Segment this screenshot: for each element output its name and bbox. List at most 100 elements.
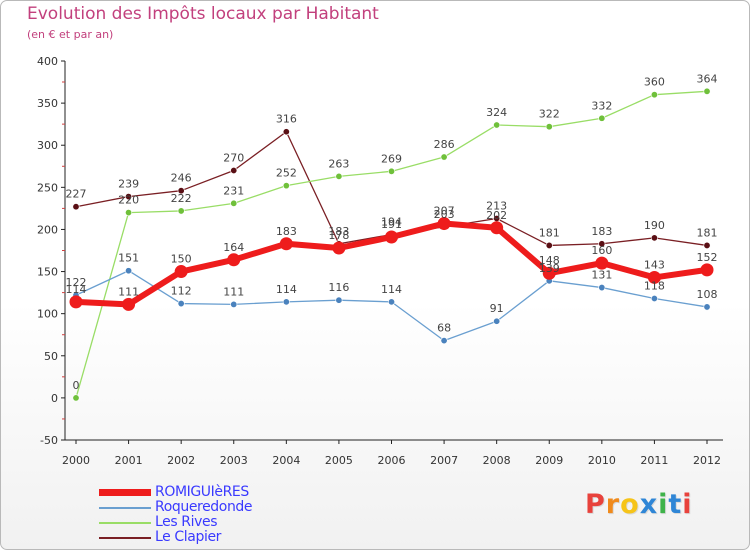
x-tick-label: 2003 (220, 454, 248, 467)
data-label-le-clapier: 190 (644, 219, 665, 232)
data-label-roqueredonde: 114 (276, 283, 297, 296)
data-point-le-clapier (125, 193, 133, 201)
data-point-les-rives (282, 182, 290, 190)
data-label-le-clapier: 316 (276, 113, 297, 126)
data-point-les-rives (703, 87, 711, 95)
data-label-roqueredonde: 68 (437, 322, 451, 335)
data-point-romigui-res (437, 217, 451, 231)
data-label-romigui-res: 148 (539, 254, 560, 267)
legend-item-romiguieres: ROMIGUIèRES (99, 484, 399, 500)
data-label-romigui-res: 114 (66, 283, 87, 296)
data-point-romigui-res (279, 237, 293, 251)
data-point-romigui-res (595, 256, 609, 270)
data-label-romigui-res: 143 (644, 258, 665, 271)
data-label-roqueredonde: 114 (381, 283, 402, 296)
x-tick-label: 2009 (535, 454, 563, 467)
data-label-romigui-res: 160 (591, 244, 612, 257)
data-label-romigui-res: 111 (118, 285, 139, 298)
legend-swatch-les-rives (99, 522, 151, 524)
data-label-le-clapier: 194 (381, 215, 402, 228)
data-label-les-rives: 269 (381, 152, 402, 165)
logo-letter: r (605, 489, 621, 520)
data-label-romigui-res: 150 (171, 253, 192, 266)
y-tick-label: 350 (37, 97, 58, 110)
y-tick-label: 150 (37, 266, 58, 279)
data-label-romigui-res: 202 (486, 209, 507, 222)
x-tick-label: 2002 (167, 454, 195, 467)
data-point-romigui-res (490, 221, 504, 235)
data-point-le-clapier (72, 203, 80, 211)
data-label-les-rives: 220 (118, 194, 139, 207)
logo-letter: x (639, 489, 659, 520)
data-label-le-clapier: 213 (486, 199, 507, 212)
data-label-les-rives: 0 (73, 379, 80, 392)
data-point-le-clapier (650, 234, 658, 242)
data-point-romigui-res (332, 241, 346, 255)
legend-label-roqueredonde: Roqueredonde (155, 499, 253, 515)
data-point-les-rives (335, 172, 343, 180)
data-point-roqueredonde (387, 298, 395, 306)
data-label-roqueredonde: 122 (66, 276, 87, 289)
legend-label-les-rives: Les Rives (155, 514, 218, 530)
x-tick-label: 2008 (483, 454, 511, 467)
data-point-roqueredonde (598, 284, 606, 292)
data-point-les-rives (72, 394, 80, 402)
chart-title: Evolution des Impôts locaux par Habitant (27, 4, 379, 24)
data-point-les-rives (545, 123, 553, 131)
data-label-les-rives: 322 (539, 108, 560, 121)
x-tick-label: 2004 (272, 454, 300, 467)
legend-item-les-rives: Les Rives (99, 514, 399, 530)
data-label-le-clapier: 227 (66, 188, 87, 201)
data-point-les-rives (230, 199, 238, 207)
series-line-les-rives (75, 90, 708, 399)
data-point-les-rives (598, 114, 606, 122)
legend-swatch-le-clapier (99, 537, 151, 539)
x-tick-label: 2010 (588, 454, 616, 467)
y-tick-label: 0 (51, 392, 58, 405)
x-tick-label: 2005 (325, 454, 353, 467)
data-label-le-clapier: 183 (328, 225, 349, 238)
data-point-le-clapier (598, 240, 606, 248)
data-point-les-rives (493, 121, 501, 129)
data-point-le-clapier (545, 241, 553, 249)
data-point-romigui-res (122, 297, 136, 311)
data-point-romigui-res (69, 295, 83, 309)
data-label-roqueredonde: 151 (118, 252, 139, 265)
data-point-roqueredonde (177, 300, 185, 308)
data-label-les-rives: 252 (276, 167, 297, 180)
data-label-le-clapier: 246 (171, 172, 192, 185)
proxiti-logo: Proxiti (585, 489, 693, 520)
data-point-les-rives (387, 167, 395, 175)
x-tick-label: 2001 (115, 454, 143, 467)
data-point-roqueredonde (703, 303, 711, 311)
legend-item-le-clapier: Le Clapier (99, 529, 399, 545)
data-label-roqueredonde: 131 (591, 269, 612, 282)
data-label-romigui-res: 183 (276, 225, 297, 238)
data-point-les-rives (177, 207, 185, 215)
data-point-roqueredonde (335, 296, 343, 304)
logo-letter: t (668, 489, 683, 520)
data-point-le-clapier (282, 128, 290, 136)
logo-letter: i (682, 489, 693, 520)
data-label-roqueredonde: 108 (697, 288, 718, 301)
data-point-roqueredonde (493, 317, 501, 325)
data-point-les-rives (650, 91, 658, 99)
data-point-le-clapier (703, 241, 711, 249)
legend-swatch-roqueredonde (99, 507, 151, 509)
data-point-roqueredonde (440, 337, 448, 345)
data-label-roqueredonde: 111 (223, 285, 244, 298)
y-tick-label: -50 (40, 434, 58, 447)
data-label-roqueredonde: 116 (328, 281, 349, 294)
data-label-le-clapier: 181 (697, 226, 718, 239)
data-label-romigui-res: 207 (434, 205, 455, 218)
x-tick-label: 2011 (640, 454, 668, 467)
y-tick-label: 200 (37, 223, 58, 236)
data-point-romigui-res (542, 266, 556, 280)
data-label-roqueredonde: 118 (644, 280, 665, 293)
data-label-romigui-res: 152 (697, 251, 718, 264)
y-tick-label: 250 (37, 181, 58, 194)
data-label-les-rives: 332 (591, 99, 612, 112)
data-label-le-clapier: 203 (434, 208, 455, 221)
